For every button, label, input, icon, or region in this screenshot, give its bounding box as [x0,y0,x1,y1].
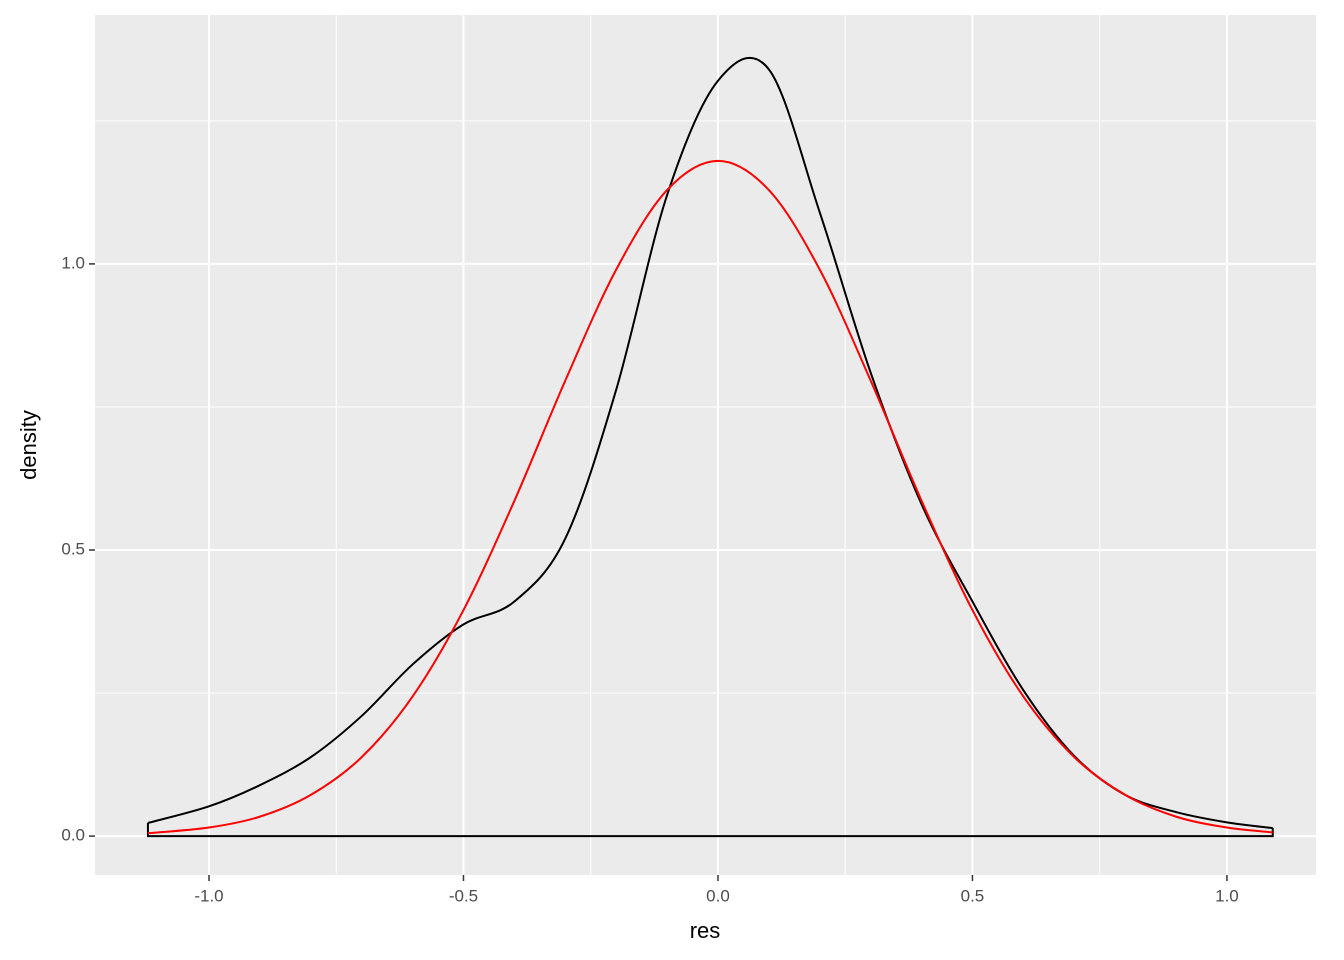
y-tick-label: 0.5 [61,539,85,558]
x-tick-label: 1.0 [1215,886,1239,905]
plot-panel [95,15,1316,875]
density-curve [147,159,1273,835]
density-curve [147,56,1273,830]
y-axis-title: density [16,410,41,480]
y-tick-label: 1.0 [61,253,85,272]
y-tick-label: 0.0 [61,826,85,845]
x-axis-title: res [690,918,721,943]
x-tick-label: 0.5 [961,886,985,905]
x-tick-label: 0.0 [706,886,730,905]
x-tick-label: -1.0 [194,886,223,905]
x-tick-label: -0.5 [449,886,478,905]
